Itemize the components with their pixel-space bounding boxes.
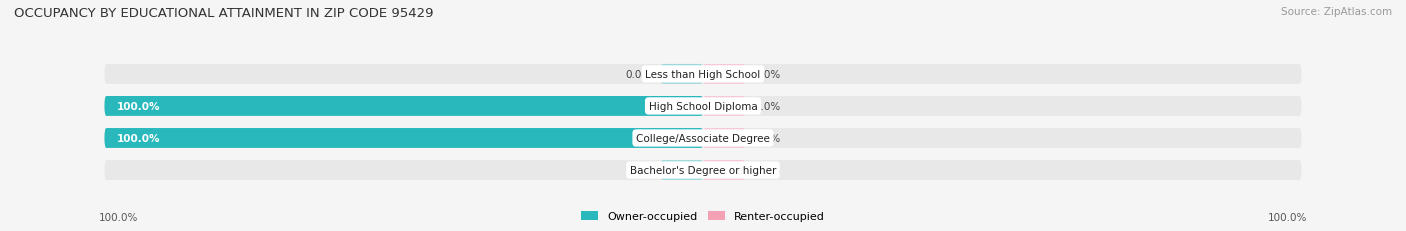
FancyBboxPatch shape (661, 160, 703, 180)
Text: 0.0%: 0.0% (626, 165, 651, 175)
Text: College/Associate Degree: College/Associate Degree (636, 133, 770, 143)
FancyBboxPatch shape (703, 160, 745, 180)
FancyBboxPatch shape (703, 128, 745, 148)
Text: 0.0%: 0.0% (755, 133, 780, 143)
FancyBboxPatch shape (104, 128, 1302, 148)
Text: 0.0%: 0.0% (626, 70, 651, 79)
Text: 100.0%: 100.0% (117, 133, 160, 143)
Text: 0.0%: 0.0% (755, 70, 780, 79)
FancyBboxPatch shape (104, 97, 1302, 116)
Text: 100.0%: 100.0% (117, 101, 160, 112)
Text: 0.0%: 0.0% (755, 165, 780, 175)
Text: Less than High School: Less than High School (645, 70, 761, 79)
FancyBboxPatch shape (703, 65, 745, 85)
FancyBboxPatch shape (703, 97, 745, 116)
FancyBboxPatch shape (661, 65, 703, 85)
FancyBboxPatch shape (104, 97, 703, 116)
FancyBboxPatch shape (104, 65, 1302, 85)
Text: Source: ZipAtlas.com: Source: ZipAtlas.com (1281, 7, 1392, 17)
Text: 0.0%: 0.0% (755, 101, 780, 112)
Text: 100.0%: 100.0% (98, 213, 138, 222)
Text: 100.0%: 100.0% (1268, 213, 1308, 222)
Legend: Owner-occupied, Renter-occupied: Owner-occupied, Renter-occupied (576, 206, 830, 225)
Text: High School Diploma: High School Diploma (648, 101, 758, 112)
FancyBboxPatch shape (104, 128, 703, 148)
FancyBboxPatch shape (104, 160, 1302, 180)
Text: Bachelor's Degree or higher: Bachelor's Degree or higher (630, 165, 776, 175)
Text: OCCUPANCY BY EDUCATIONAL ATTAINMENT IN ZIP CODE 95429: OCCUPANCY BY EDUCATIONAL ATTAINMENT IN Z… (14, 7, 433, 20)
